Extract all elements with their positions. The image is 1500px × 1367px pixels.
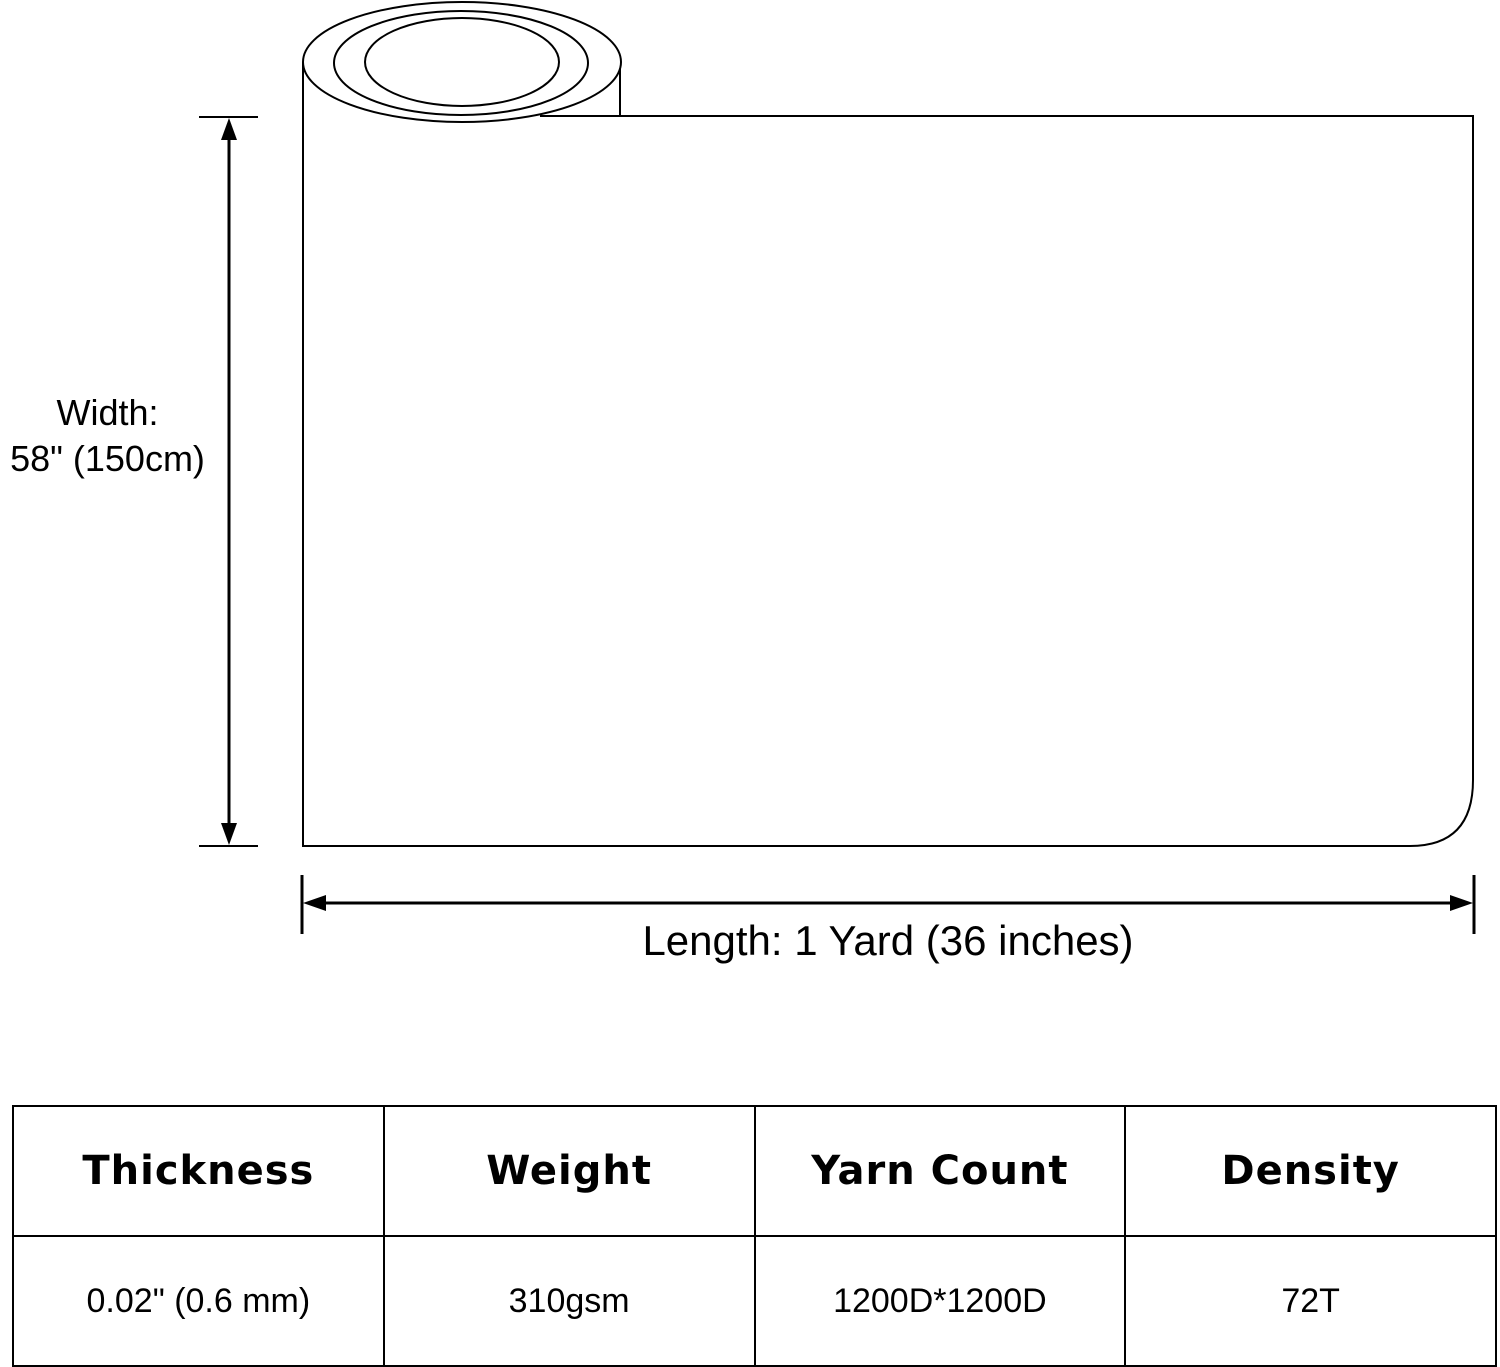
header-density: Density xyxy=(1124,1105,1497,1237)
width-label: Width: 58" (150cm) xyxy=(0,390,215,482)
fabric-roll-diagram xyxy=(199,1,1476,934)
length-label: Length: 1 Yard (36 inches) xyxy=(642,917,1134,964)
width-arrow-up-icon xyxy=(221,118,237,140)
header-yarn-count: Yarn Count xyxy=(753,1105,1127,1237)
specs-table: Thickness Weight Yarn Count Density 0.02… xyxy=(12,1105,1497,1367)
header-weight: Weight xyxy=(382,1105,756,1237)
width-label-title: Width: xyxy=(56,392,159,433)
roll-middle-ring xyxy=(333,10,589,116)
value-thickness: 0.02" (0.6 mm) xyxy=(12,1235,385,1367)
width-arrow-down-icon xyxy=(221,823,237,845)
table-row: 0.02" (0.6 mm) 310gsm 1200D*1200D 72T xyxy=(12,1235,1497,1367)
roll-core xyxy=(364,17,560,107)
length-arrow-left-icon xyxy=(303,895,326,911)
width-label-value: 58" (150cm) xyxy=(10,438,205,479)
value-weight: 310gsm xyxy=(382,1235,756,1367)
roll-outer-ring xyxy=(302,1,622,123)
header-thickness: Thickness xyxy=(12,1105,385,1237)
table-header-row: Thickness Weight Yarn Count Density xyxy=(12,1105,1497,1237)
length-arrow-right-icon xyxy=(1450,895,1473,911)
value-yarn-count: 1200D*1200D xyxy=(753,1235,1127,1367)
value-density: 72T xyxy=(1124,1235,1497,1367)
roll-body xyxy=(302,62,1474,847)
